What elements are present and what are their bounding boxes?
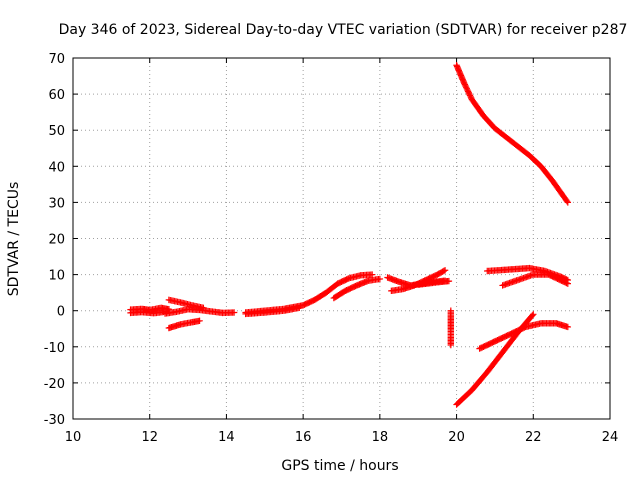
x-tick-label: 16: [295, 430, 312, 445]
y-tick-label: -10: [44, 341, 65, 356]
x-tick-label: 18: [372, 430, 389, 445]
series-arc-b: [127, 308, 169, 317]
data-point: [196, 317, 203, 325]
data-point: [564, 280, 572, 287]
y-tick-label: 50: [48, 124, 65, 139]
x-axis-label: GPS time / hours: [281, 458, 398, 474]
plot-frame: [72, 57, 611, 420]
series-arc-o: [476, 320, 572, 352]
data-point: [563, 279, 570, 287]
grid: [73, 58, 610, 419]
data-point: [445, 277, 453, 285]
y-tick-label: -20: [44, 377, 65, 392]
data-point: [441, 267, 449, 274]
series-arc-k: [415, 277, 453, 288]
data-point: [530, 311, 537, 318]
chart-title: Day 346 of 2023, Sidereal Day-to-day VTE…: [59, 22, 628, 38]
data-point: [440, 267, 447, 275]
x-tick-label: 14: [218, 430, 235, 445]
data-point: [447, 341, 455, 349]
data-point: [564, 199, 572, 206]
x-tick-label: 12: [141, 430, 158, 445]
y-tick-label: 60: [48, 88, 65, 103]
series-arc-d: [161, 306, 238, 317]
data-point: [368, 271, 376, 278]
x-tick-label: 20: [448, 430, 465, 445]
y-tick-label: 40: [48, 160, 65, 175]
data-series: [127, 62, 572, 408]
y-tick-label: 10: [48, 269, 65, 284]
data-point: [529, 312, 536, 319]
x-tick-label: 22: [525, 430, 542, 445]
series-arc-h: [330, 275, 384, 302]
data-point: [563, 197, 571, 205]
axis-ticks: 10 12 14 16 18 20 22 24 -30 -20 -10 0 10 20 30 40 50 60 70: [44, 52, 619, 445]
series-arc-l: [447, 307, 455, 349]
y-tick-label: -30: [44, 413, 65, 428]
y-tick-label: 70: [48, 52, 65, 67]
data-point: [376, 275, 384, 283]
data-point: [230, 309, 238, 316]
data-point: [296, 304, 303, 312]
x-tick-label: 10: [65, 430, 82, 445]
series-arc-e: [165, 317, 203, 332]
x-tick-label: 24: [602, 430, 619, 445]
series-arc-g: [242, 304, 303, 318]
y-tick-label: 30: [48, 196, 65, 211]
data-point: [564, 323, 572, 331]
series-arc-m: [453, 62, 572, 206]
series-arc-q: [499, 271, 572, 289]
y-tick-label: 0: [57, 305, 65, 320]
series-arc-f: [242, 271, 376, 316]
y-axis-label: SDTVAR / TECUs: [6, 182, 22, 297]
y-tick-label: 20: [48, 233, 65, 248]
